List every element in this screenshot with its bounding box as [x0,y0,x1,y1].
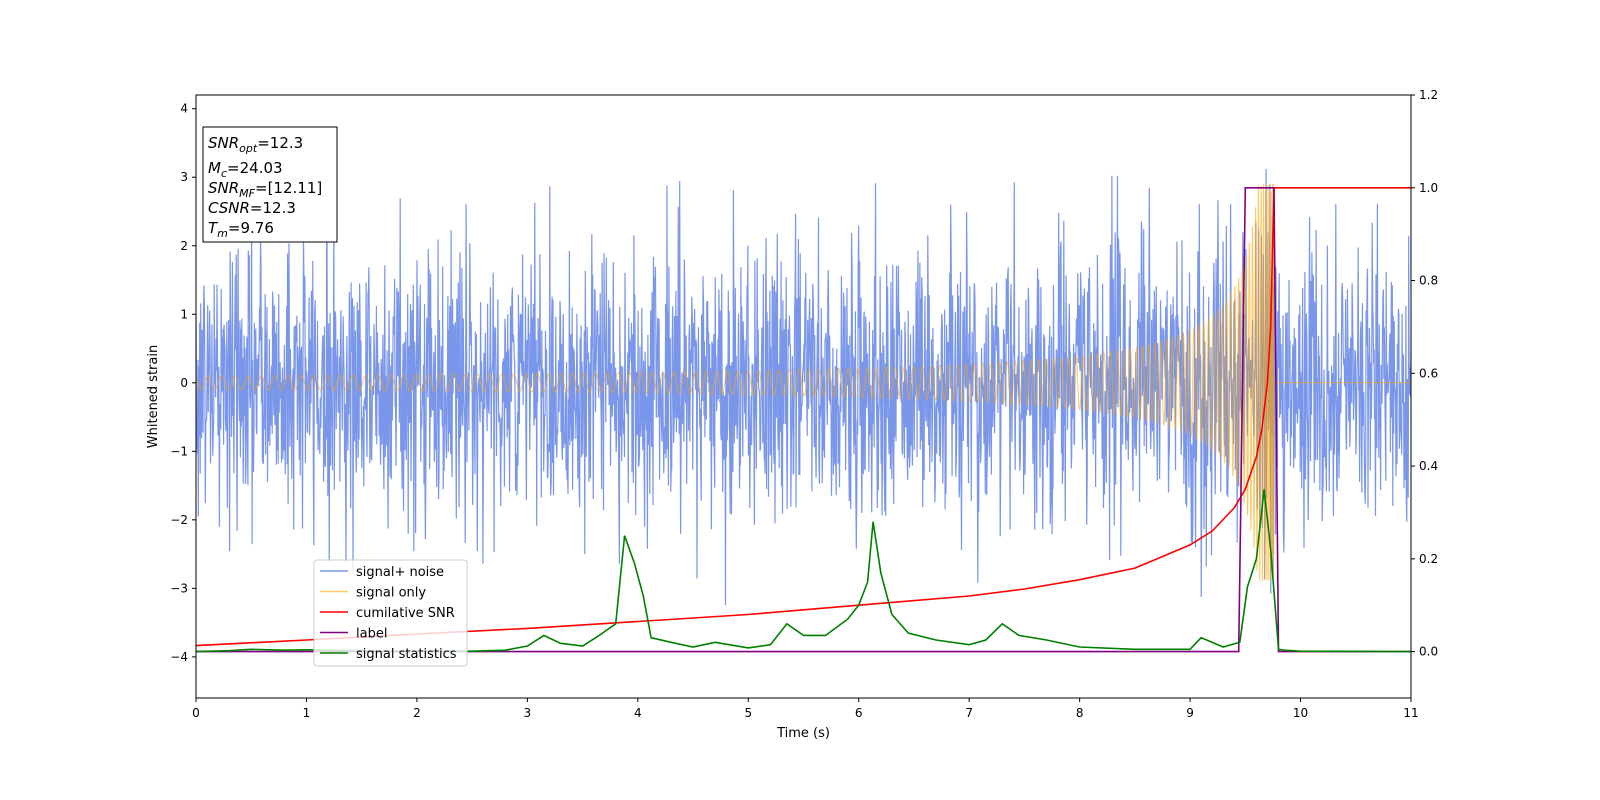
y-tick-label: 3 [180,170,188,184]
info-value: =[12.11] [255,179,322,197]
legend-label: signal statistics [356,647,457,662]
y2-tick-label: 1.0 [1419,181,1438,195]
legend: signal+ noise signal only cumilative SNR la… [313,559,468,667]
y-tick-label: −4 [170,650,188,664]
series-cumilative-snrline [196,187,1411,647]
x-tick-label: 7 [965,706,973,720]
info-subscript: c [221,167,227,180]
info-value: =12.3 [257,134,303,152]
info-value: =24.03 [227,159,283,177]
info-symbol: SNR [208,134,239,152]
legend-label: cumilative SNR [356,606,455,621]
y2-tick-label: 0.6 [1419,366,1438,380]
y2-tick-label: 0.0 [1419,645,1438,659]
x-tick-label: 6 [855,706,863,720]
info-line: CSNR=12.3 [208,199,296,217]
info-value: =12.3 [250,199,296,217]
y-tick-label: −3 [170,581,188,595]
series-signal-noise-line [196,158,1411,606]
y-axis-left-ticks: −4 −3 −2 −1 0 1 2 3 4 [170,102,196,664]
info-line: SNRopt=12.3 [208,134,303,155]
y-axis-right-ticks: 0.0 0.2 0.4 0.6 0.8 1.0 1.2 [1411,88,1438,659]
info-symbol: SNR [208,179,239,197]
x-tick-label: 11 [1403,706,1418,720]
info-symbol: M [208,159,221,177]
x-tick-label: 2 [413,706,421,720]
y-tick-label: 4 [180,102,188,116]
x-axis-label: Time (s) [776,726,830,741]
info-line: Tm=9.76 [208,219,274,240]
info-value: =9.76 [228,219,274,237]
y-tick-label: −1 [170,444,188,458]
info-subscript: opt [239,142,258,155]
x-tick-label: 0 [192,706,200,720]
x-tick-label: 4 [634,706,642,720]
axes-frame [195,94,1412,699]
y-tick-label: −2 [170,513,188,527]
x-tick-label: 10 [1293,706,1308,720]
legend-frame [313,559,468,667]
y2-tick-label: 0.4 [1419,459,1438,473]
info-line: SNRMF=[12.11] [208,179,322,200]
x-tick-label: 3 [524,706,532,720]
info-line: Mc=24.03 [208,159,283,180]
x-tick-label: 5 [744,706,752,720]
info-box-frame [202,126,338,243]
y2-tick-label: 0.2 [1419,552,1438,566]
y2-tick-label: 0.8 [1419,274,1438,288]
info-subscript: m [217,227,228,240]
y-axis-label: Whitened strain [146,345,161,448]
series-signal-only-line [196,184,1411,582]
plot-area [196,158,1411,653]
y2-tick-label: 1.2 [1419,88,1438,102]
x-axis-ticks: 0 1 2 3 4 5 6 7 8 9 10 11 [192,698,1419,720]
x-tick-label: 9 [1186,706,1194,720]
info-box: SNRopt=12.3Mc=24.03SNRMF=[12.11]CSNR=12.… [202,126,338,243]
info-symbol: T [208,219,219,237]
info-subscript: MF [239,187,255,200]
info-symbol: CSNR [208,199,250,217]
series-signal-statisticsline [196,489,1411,653]
legend-label: signal only [356,586,426,601]
x-tick-label: 8 [1076,706,1084,720]
legend-label: label [356,627,387,642]
y-tick-label: 2 [180,239,188,253]
legend-label: signal+ noise [356,565,444,580]
x-tick-label: 1 [303,706,311,720]
y-tick-label: 1 [180,307,188,321]
y-tick-label: 0 [180,376,188,390]
